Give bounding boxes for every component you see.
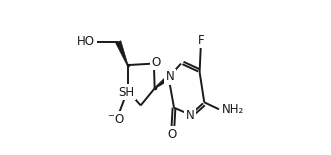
Text: O: O [167,128,176,141]
Polygon shape [154,75,170,89]
Text: O: O [152,55,161,69]
Text: F: F [198,34,205,47]
Text: $^{-}$O: $^{-}$O [107,113,125,126]
Text: N: N [186,109,195,122]
Polygon shape [116,41,128,65]
Text: HO: HO [77,35,95,48]
Text: NH₂: NH₂ [222,103,244,116]
Text: N: N [166,70,174,83]
Text: SH: SH [119,86,135,99]
